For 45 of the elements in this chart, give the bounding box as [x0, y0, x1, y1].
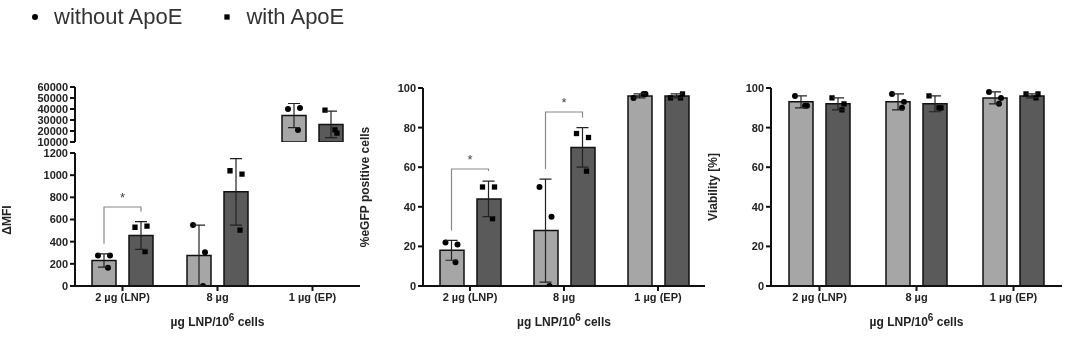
x-tick-label: 8 µg	[552, 290, 576, 303]
x-tick-label: 2 µg (LNP)	[442, 290, 498, 303]
y-tick-label: 0	[409, 279, 416, 292]
y-tick-label: 100	[745, 81, 764, 94]
x-tick-label: 1 µg (EP)	[989, 290, 1038, 303]
x-tick-label: 2 µg (LNP)	[95, 290, 151, 303]
y-tick-label: 40	[403, 200, 416, 213]
x-axis-title: µg LNP/10$^{6}$ cells	[516, 312, 612, 329]
y-axis-title: Viability [%]	[706, 153, 720, 221]
y-tick-label: 30000	[37, 113, 68, 126]
annotation: *	[467, 152, 473, 167]
y-tick-label: 1200	[43, 146, 68, 159]
y-tick-label: 100	[397, 81, 416, 94]
y-tick-label: 80	[751, 121, 764, 134]
y-tick-label: 200	[49, 257, 68, 270]
y-tick-label: 40000	[37, 102, 68, 115]
legend-label: without ApoE	[54, 4, 183, 30]
y-tick-label: 60	[403, 161, 416, 174]
y-tick-label: 20	[403, 240, 416, 253]
y-axis-title: %eGFP positive cells	[358, 126, 372, 248]
y-tick-label: 40	[751, 200, 764, 213]
x-tick-label: 8 µg	[905, 290, 928, 303]
y-tick-label: 10000	[37, 135, 68, 148]
y-tick-label: 0	[61, 279, 68, 292]
y-tick-label: 800	[49, 191, 68, 204]
y-tick-label: 50000	[37, 91, 68, 104]
x-tick-label: 2 µg (LNP)	[792, 290, 848, 303]
y-tick-label: 0	[757, 279, 764, 292]
y-tick-label: 1000	[43, 169, 68, 182]
legend-label: with ApoE	[246, 4, 345, 30]
x-axis-title: µg LNP/10$^{6}$ cells	[868, 312, 965, 329]
x-axis-title: µg LNP/10$^{6}$ cells	[169, 312, 266, 329]
y-tick-label: 600	[49, 213, 68, 226]
y-tick-label: 20	[751, 240, 764, 253]
annotation: *	[119, 190, 126, 205]
y-tick-label: 60000	[37, 80, 68, 93]
annotation: *	[561, 95, 567, 110]
y-tick-label: 20000	[37, 124, 68, 137]
y-axis-title: ΔMFI	[0, 204, 14, 235]
x-tick-label: 1 µg (EP)	[288, 290, 337, 303]
x-tick-label: 1 µg (EP)	[634, 290, 682, 303]
y-tick-label: 80	[403, 121, 416, 134]
y-tick-label: 400	[49, 235, 68, 248]
x-tick-label: 8 µg	[206, 290, 229, 303]
y-tick-label: 60	[751, 161, 764, 174]
